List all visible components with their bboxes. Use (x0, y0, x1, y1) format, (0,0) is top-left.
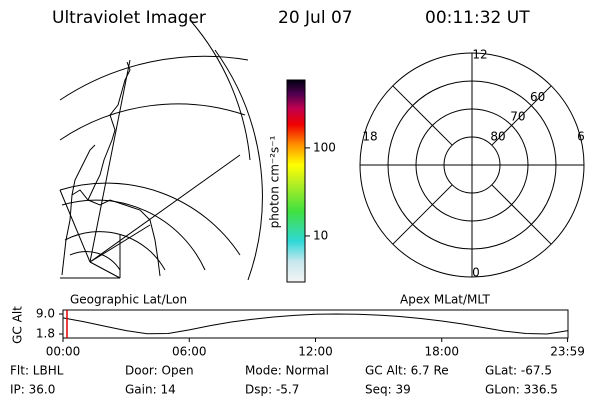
y-tick-label: 9.0 (36, 307, 55, 321)
polar-caption: Apex MLat/MLT (400, 293, 490, 307)
lat-label: 60 (530, 90, 545, 104)
info-field: Door: Open (125, 364, 194, 378)
info-field: IP: 36.0 (10, 383, 55, 397)
x-tick-label: 06:00 (172, 345, 207, 359)
x-tick-label: 12:00 (298, 345, 333, 359)
lat-label: 80 (490, 129, 505, 143)
info-field: Seq: 39 (365, 383, 411, 397)
colorbar: 10 100 (286, 79, 336, 283)
time: 00:11:32 UT (425, 8, 530, 28)
timeline: 9.0 1.8 00:00 06:00 12:00 18:00 23:59 (36, 307, 585, 359)
x-tick-label: 23:59 (550, 345, 585, 359)
colorbar-label: photon cm⁻²s⁻¹ (268, 135, 282, 228)
info-field: Dsp: -5.7 (245, 383, 299, 397)
mlt-label: 6 (577, 130, 585, 144)
mlt-spoke (491, 85, 552, 146)
timeline-ylabel: GC Alt (11, 306, 25, 344)
info-field: GC Alt: 6.7 Re (365, 364, 449, 378)
colorbar-tick-label: 100 (313, 140, 336, 154)
info-field: GLat: -67.5 (485, 364, 552, 378)
date: 20 Jul 07 (278, 8, 353, 28)
mlt-spoke (491, 184, 552, 245)
colorbar-tick-label: 10 (313, 228, 328, 242)
title: Ultraviolet Imager (52, 8, 206, 28)
mlt-spoke (392, 85, 453, 146)
mlt-label: 18 (362, 130, 377, 144)
info-field: Mode: Normal (245, 364, 329, 378)
y-tick-label: 1.8 (36, 327, 55, 341)
mlt-label: 12 (472, 48, 487, 62)
lat-label: 70 (510, 110, 525, 124)
info-panel: Flt: LBHL Door: Open Mode: Normal GC Alt: 6… (10, 364, 558, 397)
colorbar-scale (286, 79, 306, 283)
info-field: Gain: 14 (125, 383, 176, 397)
altitude-line (62, 313, 569, 335)
geo-map (59, 19, 263, 281)
mlt-label: 0 (472, 266, 480, 280)
info-field: GLon: 336.5 (485, 383, 558, 397)
map-caption: Geographic Lat/Lon (70, 293, 187, 307)
info-field: Flt: LBHL (10, 364, 64, 378)
x-tick-label: 00:00 (46, 345, 81, 359)
mlt-spoke (392, 184, 453, 245)
x-tick-label: 18:00 (424, 345, 459, 359)
